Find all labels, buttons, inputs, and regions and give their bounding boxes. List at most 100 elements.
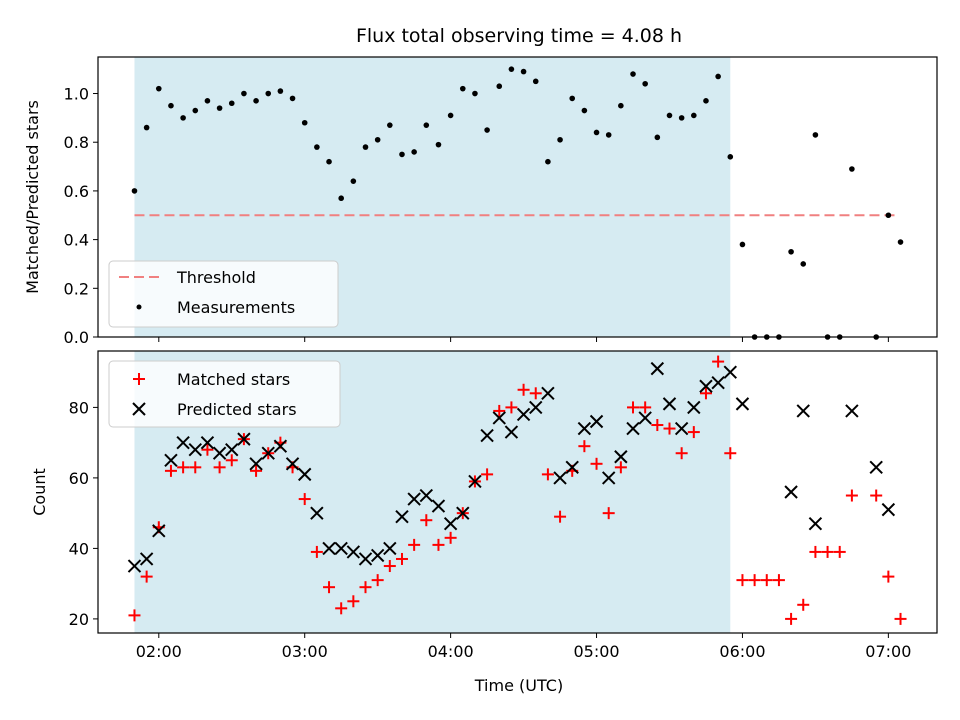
matched-star-point <box>213 461 226 474</box>
predicted-star-point <box>164 453 178 467</box>
x-tick-label: 04:00 <box>428 642 474 661</box>
predicted-star-point <box>152 524 166 538</box>
measurement-point <box>374 136 381 143</box>
matched-star-point <box>845 489 858 502</box>
bottom-axes-frame <box>97 350 938 634</box>
measurement-point <box>678 115 685 121</box>
y-tick-label: 1.0 <box>64 85 89 104</box>
bottom-legend: Matched stars Predicted stars <box>108 360 341 428</box>
matched-star-point <box>310 545 323 558</box>
predicted-star-point <box>614 450 628 464</box>
predicted-star-point <box>176 435 190 450</box>
measurement-point <box>143 124 150 131</box>
measurement-point <box>192 107 199 114</box>
measurement-point <box>180 115 186 121</box>
legend-measurements-swatch <box>136 304 142 310</box>
matched-star-point <box>590 457 603 470</box>
top-y-ticks: 0.0 0.2 0.4 0.6 0.8 1.0 <box>64 85 98 347</box>
matched-star-point <box>699 387 712 400</box>
measurement-point <box>812 132 819 138</box>
matched-star-point <box>335 602 348 615</box>
predicted-star-point <box>225 442 239 457</box>
measurement-point <box>228 100 235 107</box>
matched-star-point <box>627 401 640 414</box>
measurement-point <box>800 261 807 267</box>
measurement-point <box>557 136 563 143</box>
predicted-star-point <box>456 506 470 520</box>
predicted-star-point <box>492 411 506 425</box>
measurement-point <box>654 134 661 141</box>
matched-star-point <box>164 464 177 477</box>
measurement-point <box>435 141 442 148</box>
matched-star-point <box>517 383 530 396</box>
predicted-star-point <box>662 397 677 411</box>
matched-star-point <box>785 612 798 625</box>
x-tick-label: 06:00 <box>719 642 765 661</box>
x-tick-label: 02:00 <box>136 642 182 661</box>
bottom-y-axis-label: Count <box>30 468 49 516</box>
legend-matched-label: Matched stars <box>177 370 290 389</box>
measurement-point <box>508 66 515 72</box>
y-tick-label: 0.2 <box>64 279 89 298</box>
matched-star-point <box>444 531 457 544</box>
measurements-series <box>131 66 904 340</box>
matched-star-point <box>578 440 591 453</box>
chart-title: Flux total observing time = 4.08 h <box>356 25 682 47</box>
measurement-point <box>545 158 551 165</box>
legend-predicted-label: Predicted stars <box>177 400 297 419</box>
matched-star-point <box>614 461 627 474</box>
predicted-star-point <box>626 421 640 436</box>
matched-star-point <box>736 574 749 587</box>
measurement-point <box>897 239 904 245</box>
predicted-star-point <box>273 439 288 453</box>
matched-star-point <box>639 401 652 414</box>
y-tick-label: 80 <box>69 398 89 417</box>
predicted-star-point <box>796 404 810 418</box>
matched-star-point <box>675 447 688 460</box>
predicted-star-point <box>419 488 434 503</box>
measurement-point <box>618 102 624 109</box>
measurement-point <box>241 90 247 97</box>
measurement-point <box>411 149 417 155</box>
measurement-point <box>496 83 503 90</box>
legend-predicted-swatch <box>132 402 146 416</box>
y-tick-label: 0.0 <box>64 328 89 347</box>
top-y-axis-label: Matched/Predicted stars <box>23 100 42 294</box>
measurement-point <box>581 107 588 114</box>
measurement-point <box>204 98 211 104</box>
measurement-point <box>289 95 296 102</box>
predicted-star-point <box>237 432 251 446</box>
y-tick-label: 0.6 <box>64 182 89 201</box>
y-tick-label: 20 <box>69 610 89 629</box>
predicted-star-point <box>711 376 725 390</box>
matched-star-point <box>821 545 834 558</box>
bottom-y-ticks: 20 40 60 80 <box>69 398 98 629</box>
matched-star-point <box>128 609 141 622</box>
predicted-star-point <box>480 428 494 443</box>
matched-star-point <box>140 570 153 583</box>
matched-star-point <box>663 422 676 435</box>
measurement-point <box>326 158 332 165</box>
predicted-star-point <box>334 541 348 556</box>
measurement-point <box>314 144 320 150</box>
matched-star-point <box>420 514 433 527</box>
measurement-point <box>362 144 369 150</box>
predicted-star-point <box>395 509 409 524</box>
predicted-star-point <box>784 485 798 499</box>
predicted-star-point <box>553 471 567 485</box>
measurement-point <box>423 122 430 128</box>
predicted-star-point <box>200 435 215 450</box>
measurement-point <box>788 248 794 255</box>
measurement-point <box>739 241 746 248</box>
predicted-star-point <box>638 411 652 425</box>
matched-star-point <box>395 552 408 565</box>
matched-star-point <box>724 447 737 460</box>
matched-star-point <box>323 581 336 594</box>
predicted-star-point <box>516 407 531 422</box>
predicted-star-point <box>735 397 750 411</box>
predicted-star-point <box>723 365 737 379</box>
matched-star-point <box>809 545 822 558</box>
predicted-star-point <box>285 457 300 471</box>
matched-star-point <box>177 461 190 474</box>
legend-measurements-label: Measurements <box>177 298 295 317</box>
